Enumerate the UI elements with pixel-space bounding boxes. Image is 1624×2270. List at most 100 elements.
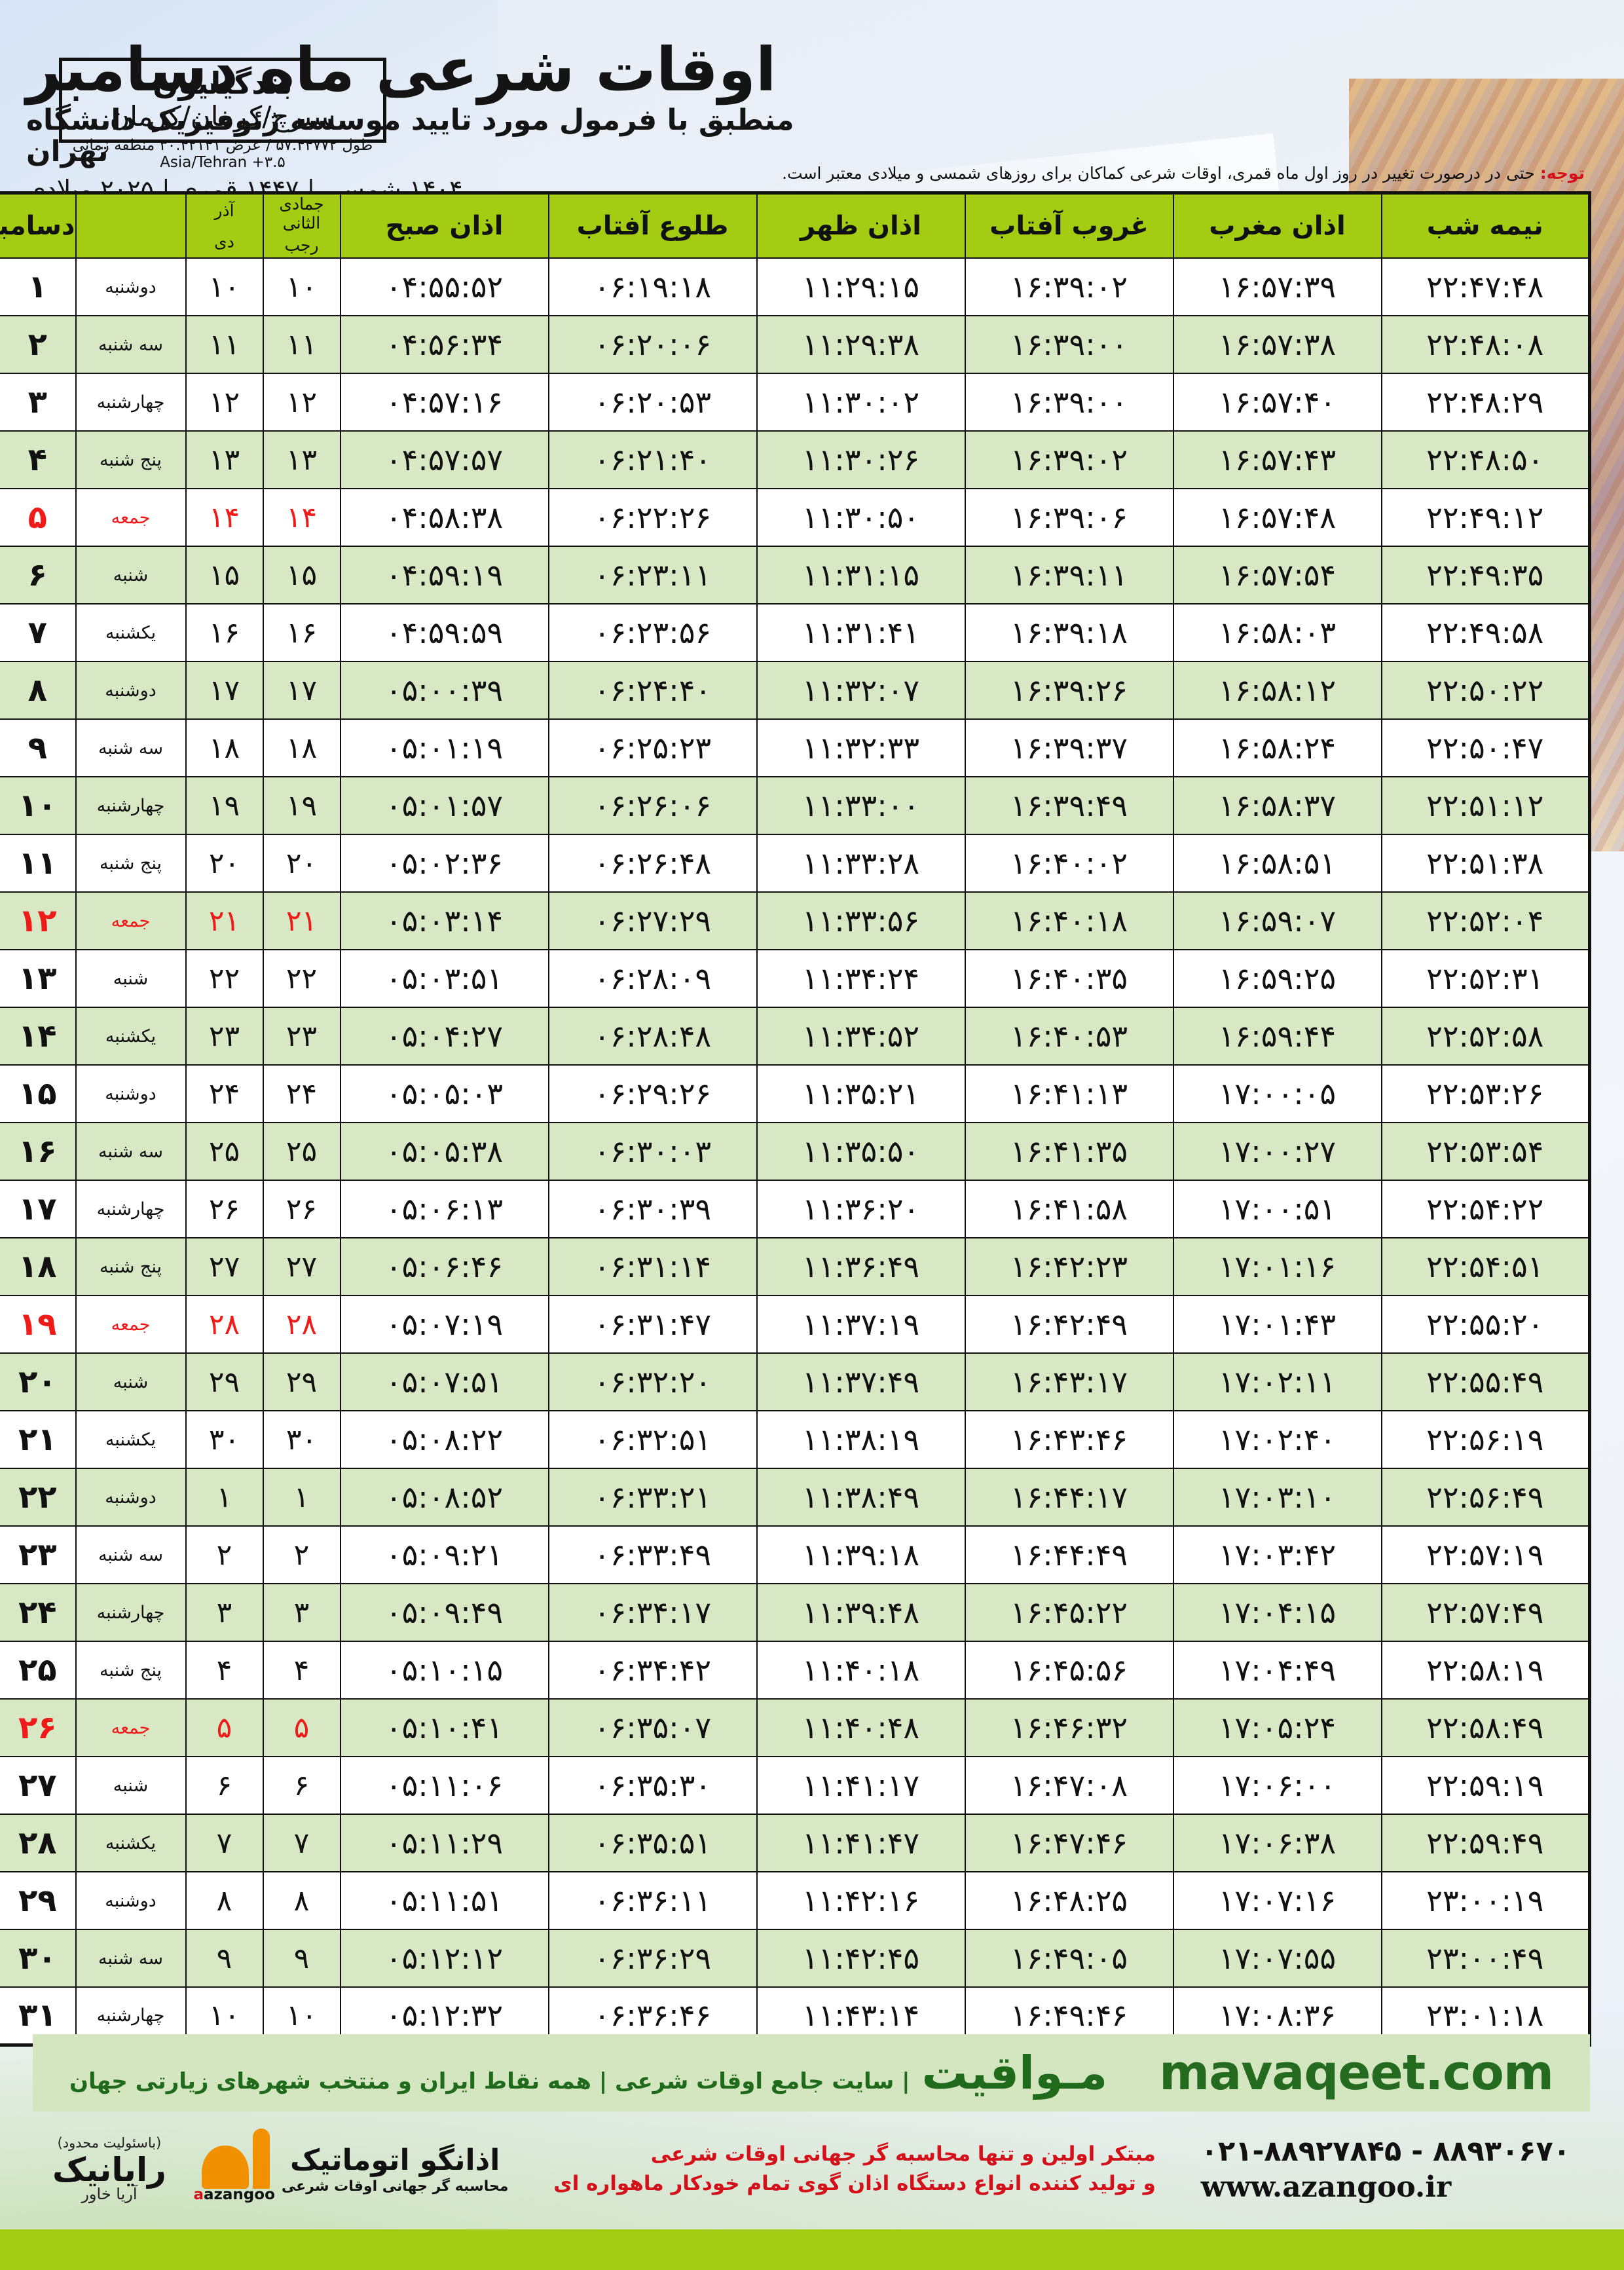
cell-sunset: ۱۶:۴۴:۴۹	[964, 1525, 1174, 1584]
cell-solar-day: ۲۸	[185, 1295, 264, 1354]
cell-solar-day: ۴	[185, 1641, 264, 1700]
cell-midnight: ۲۲:۵۴:۵۱	[1380, 1237, 1591, 1296]
table-row: ۲۳:۰۰:۱۹ ۱۷:۰۷:۱۶ ۱۶:۴۸:۲۵ ۱۱:۴۲:۱۶ ۰۶:۳۶:۱۱…	[0, 1871, 1591, 1930]
col-header-sunset: غروب آفتاب	[964, 192, 1174, 259]
cell-dhuhr: ۱۱:۳۶:۲۰	[756, 1180, 966, 1238]
cell-weekday: جمعه	[75, 1698, 187, 1757]
cell-dhuhr: ۱۱:۳۹:۱۸	[756, 1525, 966, 1584]
cell-lunar-day: ۱۵	[262, 546, 341, 605]
cell-midnight: ۲۲:۵۰:۲۲	[1380, 661, 1591, 720]
cell-lunar-day: ۱	[262, 1468, 341, 1527]
cell-fajr: ۰۵:۰۳:۱۴	[339, 891, 549, 950]
cell-weekday: سه شنبه	[75, 1929, 187, 1988]
cell-lunar-day: ۲۹	[262, 1352, 341, 1411]
table-row: ۲۲:۵۹:۴۹ ۱۷:۰۶:۳۸ ۱۶:۴۷:۴۶ ۱۱:۴۱:۴۷ ۰۶:۳۵:۵۱…	[0, 1814, 1591, 1872]
cell-fajr: ۰۵:۱۱:۲۹	[339, 1814, 549, 1872]
cell-dhuhr: ۱۱:۴۲:۱۶	[756, 1871, 966, 1930]
footer-phone: ۰۲۱-۸۸۹۲۷۸۴۵ - ۸۸۹۳۰۶۷۰	[1200, 2134, 1570, 2168]
cell-maghrib: ۱۷:۰۳:۱۰	[1172, 1468, 1382, 1527]
cell-midnight: ۲۲:۴۸:۰۸	[1380, 315, 1591, 374]
cell-sunrise: ۰۶:۳۶:۱۱	[547, 1871, 758, 1930]
cell-weekday: دوشنبه	[75, 1064, 187, 1123]
cell-fajr: ۰۵:۰۱:۱۹	[339, 718, 549, 777]
footer-slogan-line2: و تولید کننده انواع دستگاه اذان گوی تمام…	[553, 2172, 1156, 2195]
cell-maghrib: ۱۷:۰۱:۴۳	[1172, 1295, 1382, 1354]
cell-sunset: ۱۶:۳۹:۰۰	[964, 315, 1174, 374]
cell-sunrise: ۰۶:۲۴:۴۰	[547, 661, 758, 720]
table-row: ۲۲:۴۸:۰۸ ۱۶:۵۷:۳۸ ۱۶:۳۹:۰۰ ۱۱:۲۹:۳۸ ۰۶:۲۰:۰۶…	[0, 315, 1591, 374]
cell-sunset: ۱۶:۴۲:۴۹	[964, 1295, 1174, 1354]
cell-weekday: سه شنبه	[75, 718, 187, 777]
cell-sunset: ۱۶:۴۱:۵۸	[964, 1180, 1174, 1238]
table-row: ۲۲:۴۹:۱۲ ۱۶:۵۷:۴۸ ۱۶:۳۹:۰۶ ۱۱:۳۰:۵۰ ۰۶:۲۲:۲۶…	[0, 488, 1591, 547]
cell-sunrise: ۰۶:۳۵:۳۰	[547, 1756, 758, 1815]
mavaqeet-domain[interactable]: mavaqeet.com	[1159, 2045, 1554, 2101]
cell-maghrib: ۱۶:۵۷:۴۸	[1172, 488, 1382, 547]
cell-maghrib: ۱۶:۵۷:۵۴	[1172, 546, 1382, 605]
cell-sunset: ۱۶:۴۷:۰۸	[964, 1756, 1174, 1815]
cell-fajr: ۰۴:۵۶:۳۴	[339, 315, 549, 374]
cell-gregorian-day: ۱۷	[0, 1180, 77, 1238]
cell-midnight: ۲۳:۰۰:۴۹	[1380, 1929, 1591, 1988]
col-header-weekday	[75, 192, 187, 259]
cell-weekday: سه شنبه	[75, 1525, 187, 1584]
location-path: سیرچ/کرمان/کرمان	[109, 100, 336, 132]
cell-gregorian-day: ۲۵	[0, 1641, 77, 1700]
cell-maghrib: ۱۶:۵۷:۳۹	[1172, 257, 1382, 316]
cell-sunset: ۱۶:۴۵:۵۶	[964, 1641, 1174, 1700]
cell-sunrise: ۰۶:۱۹:۱۸	[547, 257, 758, 316]
cell-dhuhr: ۱۱:۳۴:۲۴	[756, 949, 966, 1008]
cell-sunset: ۱۶:۴۰:۳۵	[964, 949, 1174, 1008]
cell-gregorian-day: ۱۲	[0, 891, 77, 950]
cell-sunrise: ۰۶:۳۲:۵۱	[547, 1410, 758, 1469]
cell-solar-day: ۲۷	[185, 1237, 264, 1296]
cell-gregorian-day: ۵	[0, 488, 77, 547]
cell-solar-day: ۲	[185, 1525, 264, 1584]
cell-fajr: ۰۵:۰۹:۲۱	[339, 1525, 549, 1584]
page-header: بندگیلیون سیرچ/کرمان/کرمان طول ۵۷.۴۴۷۷۲ …	[0, 0, 1624, 204]
cell-fajr: ۰۴:۵۹:۵۹	[339, 603, 549, 662]
cell-solar-day: ۱۰	[185, 257, 264, 316]
table-row: ۲۲:۵۵:۲۰ ۱۷:۰۱:۴۳ ۱۶:۴۲:۴۹ ۱۱:۳۷:۱۹ ۰۶:۳۱:۴۷…	[0, 1295, 1591, 1354]
cell-weekday: پنج شنبه	[75, 1641, 187, 1700]
cell-fajr: ۰۵:۰۳:۵۱	[339, 949, 549, 1008]
cell-solar-day: ۲۴	[185, 1064, 264, 1123]
cell-weekday: یکشنبه	[75, 1007, 187, 1066]
cell-maghrib: ۱۷:۰۰:۵۱	[1172, 1180, 1382, 1238]
cell-fajr: ۰۵:۱۱:۰۶	[339, 1756, 549, 1815]
note-label: توجه:	[1540, 164, 1585, 183]
mavaqeet-tagline: | سایت جامع اوقات شرعی | همه نقاط ایران …	[69, 2068, 910, 2094]
cell-weekday: پنج شنبه	[75, 834, 187, 893]
table-row: ۲۲:۵۳:۵۴ ۱۷:۰۰:۲۷ ۱۶:۴۱:۳۵ ۱۱:۳۵:۵۰ ۰۶:۳۰:۰۳…	[0, 1122, 1591, 1181]
azangoo-logo: اذانگو اتوماتیک محاسبه گر جهانی اوقات شر…	[193, 2129, 508, 2203]
cell-sunset: ۱۶:۴۳:۱۷	[964, 1352, 1174, 1411]
cell-solar-day: ۱۳	[185, 430, 264, 489]
cell-gregorian-day: ۱۶	[0, 1122, 77, 1181]
cell-dhuhr: ۱۱:۴۱:۴۷	[756, 1814, 966, 1872]
table-row: ۲۲:۴۹:۳۵ ۱۶:۵۷:۵۴ ۱۶:۳۹:۱۱ ۱۱:۳۱:۱۵ ۰۶:۲۳:۱۱…	[0, 546, 1591, 605]
cell-dhuhr: ۱۱:۴۰:۴۸	[756, 1698, 966, 1757]
cell-maghrib: ۱۶:۵۸:۵۱	[1172, 834, 1382, 893]
table-row: ۲۲:۵۲:۰۴ ۱۶:۵۹:۰۷ ۱۶:۴۰:۱۸ ۱۱:۳۳:۵۶ ۰۶:۲۷:۲۹…	[0, 891, 1591, 950]
cell-fajr: ۰۴:۵۹:۱۹	[339, 546, 549, 605]
footer-website[interactable]: www.azangoo.ir	[1200, 2170, 1452, 2204]
cell-gregorian-day: ۲۶	[0, 1698, 77, 1757]
cell-maghrib: ۱۷:۰۲:۴۰	[1172, 1410, 1382, 1469]
cell-maghrib: ۱۶:۵۸:۱۲	[1172, 661, 1382, 720]
cell-sunrise: ۰۶:۲۶:۴۸	[547, 834, 758, 893]
cell-sunrise: ۰۶:۲۳:۵۶	[547, 603, 758, 662]
table-row: ۲۲:۵۴:۵۱ ۱۷:۰۱:۱۶ ۱۶:۴۲:۲۳ ۱۱:۳۶:۴۹ ۰۶:۳۱:۱۴…	[0, 1237, 1591, 1296]
cell-dhuhr: ۱۱:۳۵:۲۱	[756, 1064, 966, 1123]
col-header-lunar-top: جمادی الثانی	[279, 195, 324, 233]
cell-sunrise: ۰۶:۳۵:۰۷	[547, 1698, 758, 1757]
mavaqeet-banner[interactable]: mavaqeet.com مـواقیت | سایت جامع اوقات ش…	[33, 2034, 1590, 2112]
cell-dhuhr: ۱۱:۳۹:۴۸	[756, 1583, 966, 1642]
rayanik-logo: (باسئولیت محدود) رایانیک آریا خاور	[52, 2135, 166, 2203]
cell-solar-day: ۱۹	[185, 776, 264, 835]
cell-midnight: ۲۲:۵۷:۱۹	[1380, 1525, 1591, 1584]
cell-weekday: پنج شنبه	[75, 430, 187, 489]
cell-weekday: یکشنبه	[75, 1814, 187, 1872]
cell-sunrise: ۰۶:۳۰:۳۹	[547, 1180, 758, 1238]
cell-gregorian-day: ۸	[0, 661, 77, 720]
footer-row: ۰۲۱-۸۸۹۲۷۸۴۵ - ۸۸۹۳۰۶۷۰ www.azangoo.ir م…	[33, 2117, 1590, 2222]
